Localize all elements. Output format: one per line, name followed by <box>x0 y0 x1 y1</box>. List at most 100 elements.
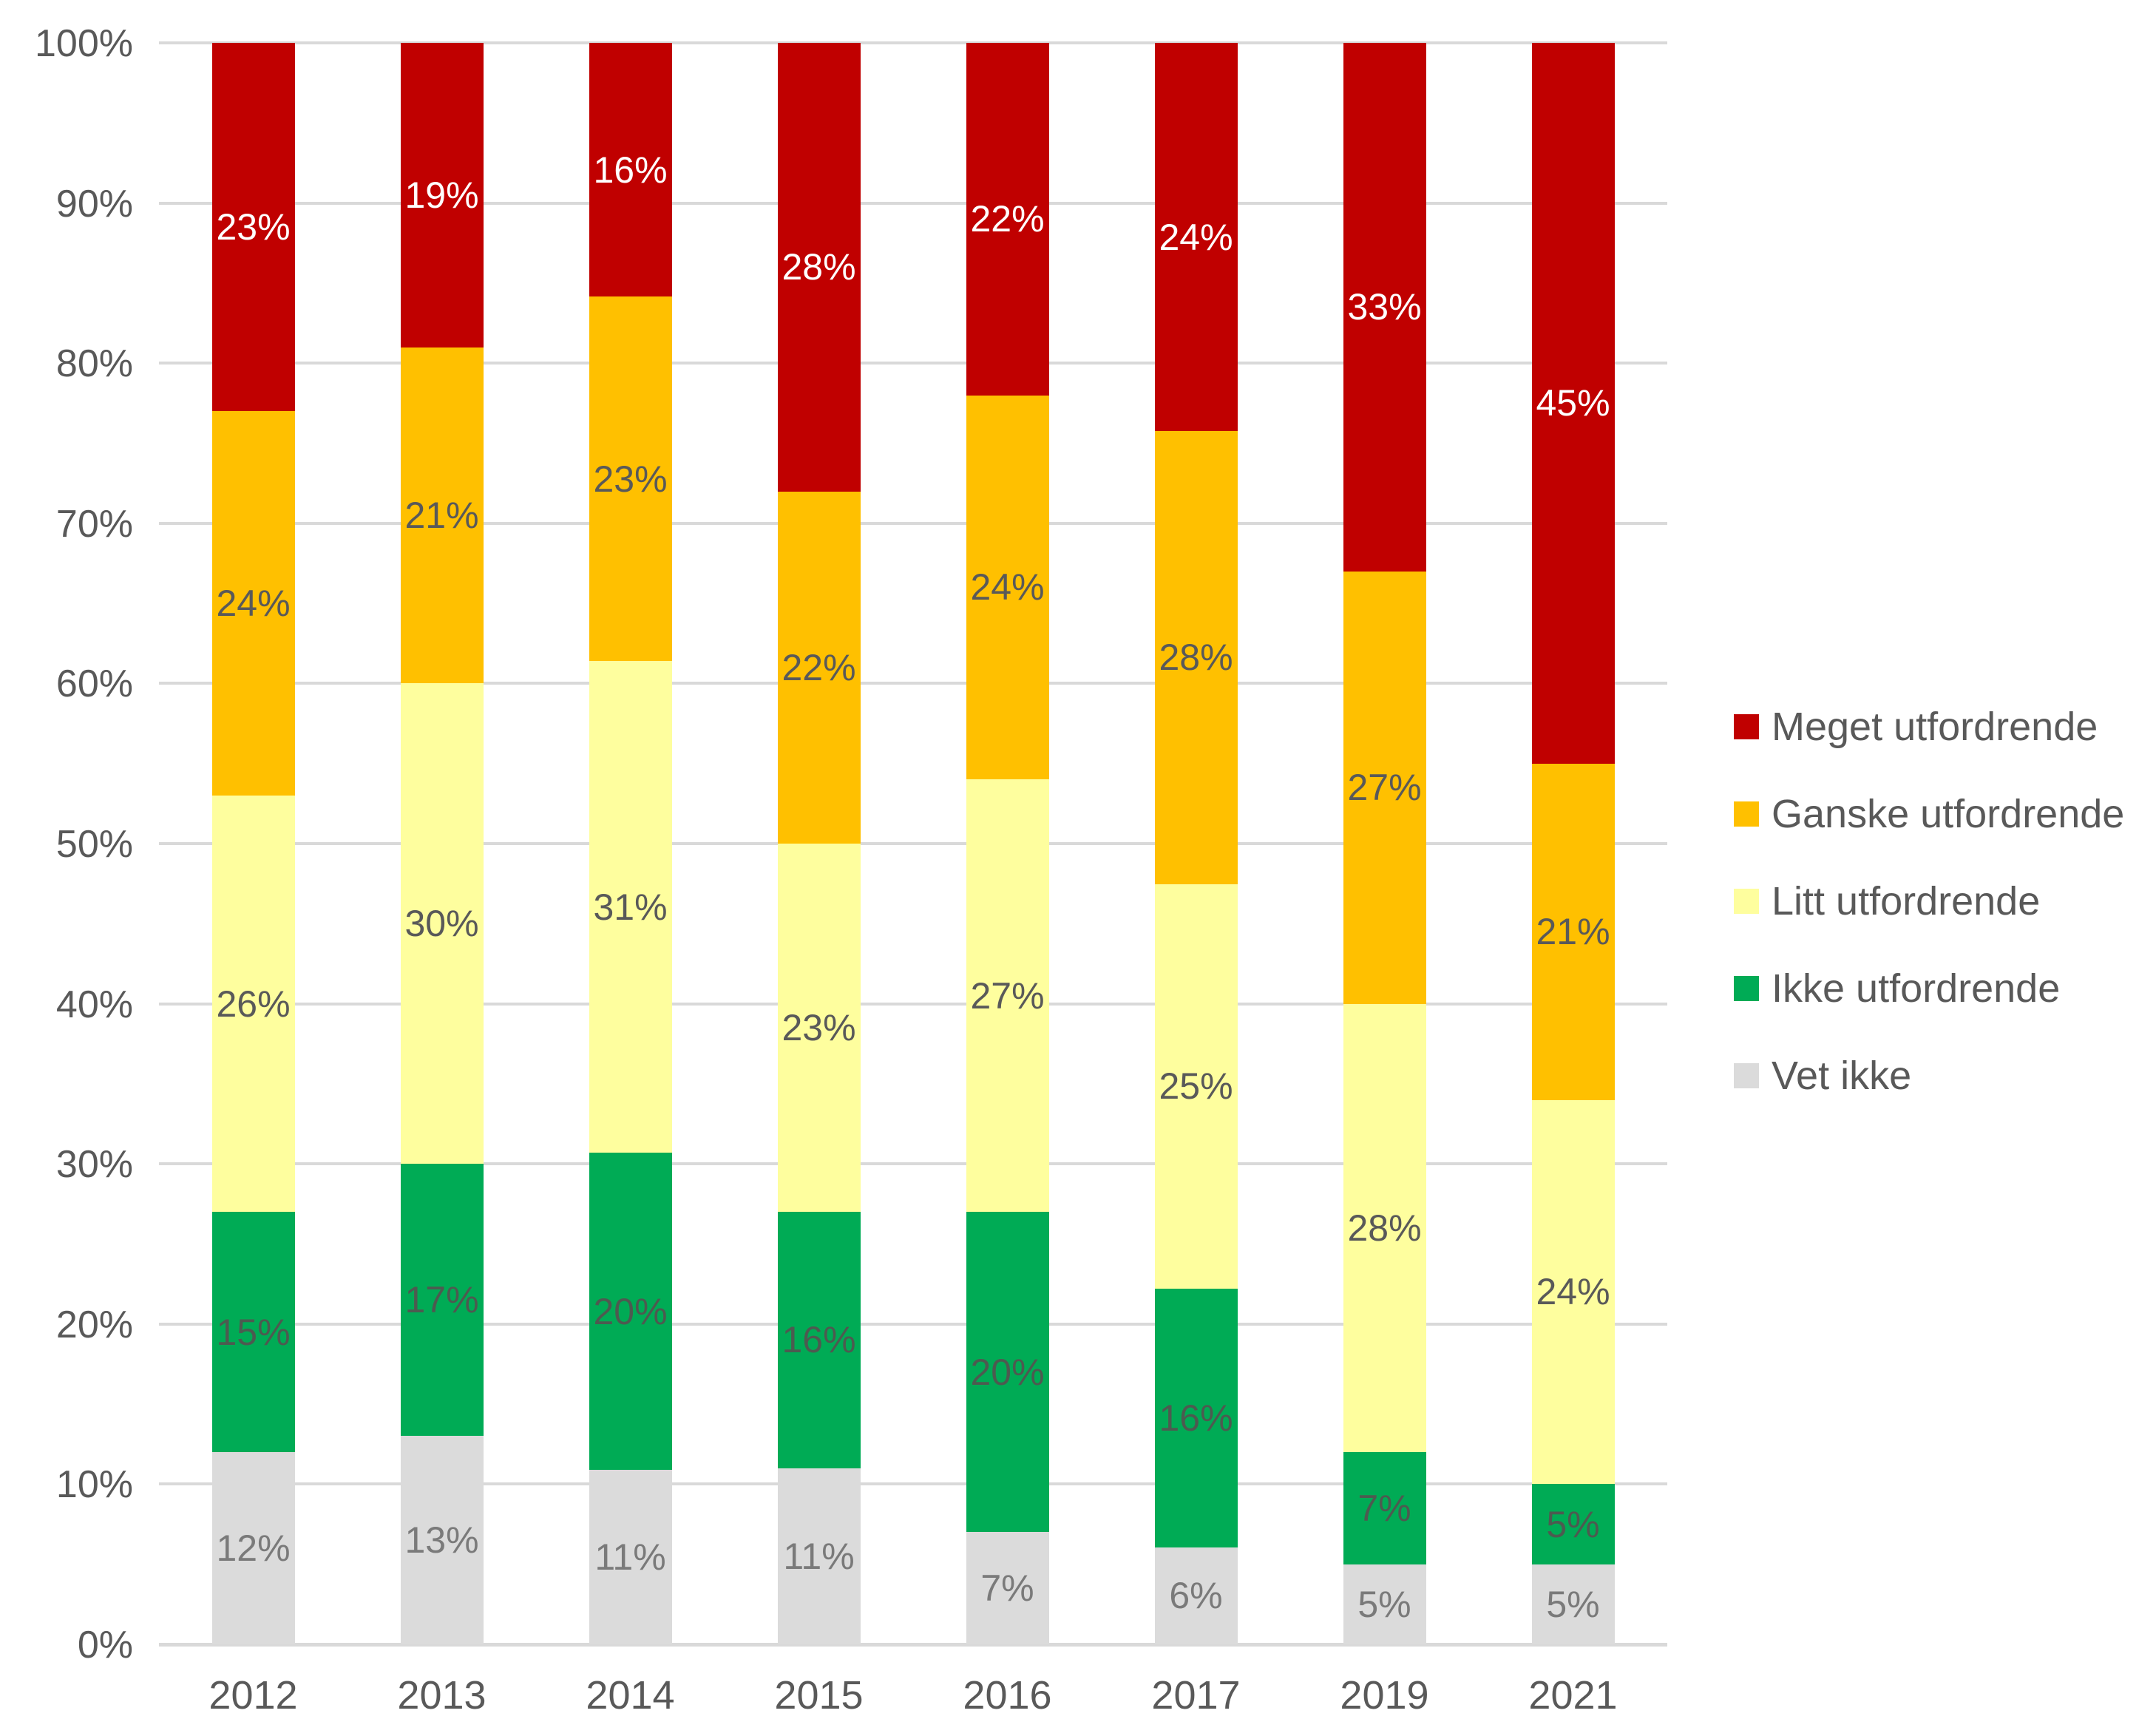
data-label: 23% <box>593 458 668 500</box>
legend-swatch <box>1734 801 1759 827</box>
y-tick-label-10: 10% <box>55 1463 133 1507</box>
legend-swatch <box>1734 889 1759 914</box>
segment-ganske-utfordrende-2013: 21% <box>400 347 484 684</box>
gridline-80 <box>159 362 1667 365</box>
segment-ikke-utfordrende-2019: 7% <box>1343 1452 1426 1564</box>
segment-vet-ikke-2013: 13% <box>400 1436 484 1644</box>
data-label: 26% <box>216 983 291 1025</box>
segment-ikke-utfordrende-2015: 16% <box>777 1212 861 1468</box>
legend-item-ganske-utfordrende: Ganske utfordrende <box>1734 791 2124 837</box>
segment-ganske-utfordrende-2017: 28% <box>1154 431 1238 884</box>
data-label: 28% <box>1159 637 1233 679</box>
gridline-10 <box>159 1482 1667 1486</box>
x-tick-label-2019: 2019 <box>1340 1673 1429 1718</box>
segment-meget-utfordrende-2019: 33% <box>1343 43 1426 572</box>
plot-area: 12% 15% 26% 24% 23% 13% 17% 30% 21% 19% 11% 20% 31% 2… <box>159 41 1667 1647</box>
x-tick-label-2016: 2016 <box>963 1673 1052 1718</box>
data-label: 22% <box>782 646 856 688</box>
y-tick-label-80: 80% <box>55 342 133 386</box>
segment-ganske-utfordrende-2014: 23% <box>589 296 672 662</box>
data-label: 20% <box>593 1290 668 1332</box>
data-label: 16% <box>1159 1397 1233 1439</box>
segment-meget-utfordrende-2015: 28% <box>777 43 861 492</box>
bar-2015: 11% 16% 23% 22% 28% <box>777 43 861 1644</box>
data-label: 21% <box>404 494 479 536</box>
y-tick-label-60: 60% <box>55 662 133 706</box>
segment-vet-ikke-2016: 7% <box>966 1532 1049 1644</box>
data-label: 31% <box>593 886 668 928</box>
x-tick-label-2012: 2012 <box>209 1673 298 1718</box>
segment-litt-utfordrende-2021: 24% <box>1531 1099 1615 1485</box>
segment-meget-utfordrende-2016: 22% <box>966 43 1049 396</box>
data-label: 13% <box>404 1519 479 1562</box>
data-label: 45% <box>1536 382 1610 424</box>
data-label: 6% <box>1169 1575 1223 1617</box>
segment-ikke-utfordrende-2017: 16% <box>1154 1288 1238 1547</box>
data-label: 5% <box>1546 1583 1600 1625</box>
segment-meget-utfordrende-2021: 45% <box>1531 43 1615 764</box>
segment-ikke-utfordrende-2014: 20% <box>589 1153 672 1471</box>
gridline-30 <box>159 1162 1667 1166</box>
bar-2016: 7% 20% 27% 24% 22% <box>966 43 1049 1644</box>
y-tick-label-20: 20% <box>55 1303 133 1346</box>
data-label: 24% <box>970 566 1045 608</box>
segment-ganske-utfordrende-2015: 22% <box>777 491 861 844</box>
gridline-90 <box>159 201 1667 205</box>
y-tick-label-70: 70% <box>55 502 133 546</box>
y-tick-label-50: 50% <box>55 823 133 866</box>
data-label: 7% <box>1357 1487 1411 1529</box>
data-label: 7% <box>980 1567 1034 1610</box>
bar-2019: 5% 7% 28% 27% 33% <box>1343 43 1426 1644</box>
gridline-20 <box>159 1322 1667 1326</box>
data-label: 27% <box>970 974 1045 1017</box>
data-label: 5% <box>1546 1503 1600 1545</box>
data-label: 30% <box>404 903 479 945</box>
data-label: 28% <box>1347 1207 1422 1249</box>
segment-ikke-utfordrende-2012: 15% <box>211 1212 295 1453</box>
segment-meget-utfordrende-2013: 19% <box>400 43 484 347</box>
x-tick-label-2017: 2017 <box>1151 1673 1241 1718</box>
data-label: 11% <box>783 1535 855 1577</box>
data-label: 11% <box>594 1536 666 1579</box>
data-label: 17% <box>404 1279 479 1321</box>
y-tick-label-30: 30% <box>55 1143 133 1187</box>
segment-vet-ikke-2014: 11% <box>589 1470 672 1644</box>
legend-swatch <box>1734 1063 1759 1088</box>
gridline-40 <box>159 1002 1667 1006</box>
bar-2012: 12% 15% 26% 24% 23% <box>211 43 295 1644</box>
segment-vet-ikke-2012: 12% <box>211 1452 295 1644</box>
segment-vet-ikke-2021: 5% <box>1531 1564 1615 1644</box>
segment-meget-utfordrende-2017: 24% <box>1154 43 1238 432</box>
data-label: 16% <box>593 149 668 191</box>
segment-vet-ikke-2017: 6% <box>1154 1547 1238 1644</box>
gridline-70 <box>159 521 1667 525</box>
gridline-50 <box>159 842 1667 845</box>
legend-item-vet-ikke: Vet ikke <box>1734 1053 2124 1099</box>
legend-item-ikke-utfordrende: Ikke utfordrende <box>1734 966 2124 1011</box>
data-label: 25% <box>1159 1065 1233 1108</box>
segment-litt-utfordrende-2014: 31% <box>589 661 672 1153</box>
legend: Meget utfordrende Ganske utfordrende Litt … <box>1734 704 2124 1099</box>
data-label: 24% <box>1536 1271 1610 1313</box>
legend-label: Litt utfordrende <box>1772 879 2041 923</box>
data-label: 16% <box>782 1319 856 1361</box>
segment-litt-utfordrende-2015: 23% <box>777 844 861 1213</box>
data-label: 19% <box>404 174 479 216</box>
legend-item-meget-utfordrende: Meget utfordrende <box>1734 704 2124 750</box>
gridline-60 <box>159 682 1667 685</box>
data-label: 23% <box>782 1007 856 1049</box>
legend-item-litt-utfordrende: Litt utfordrende <box>1734 878 2124 924</box>
segment-litt-utfordrende-2016: 27% <box>966 779 1049 1213</box>
legend-label: Ganske utfordrende <box>1772 792 2125 836</box>
y-tick-label-40: 40% <box>55 983 133 1026</box>
data-label: 5% <box>1357 1583 1411 1625</box>
segment-ganske-utfordrende-2016: 24% <box>966 395 1049 780</box>
x-tick-label-2021: 2021 <box>1528 1673 1618 1718</box>
segment-ikke-utfordrende-2013: 17% <box>400 1164 484 1437</box>
legend-swatch <box>1734 976 1759 1001</box>
data-label: 20% <box>970 1351 1045 1393</box>
segment-ganske-utfordrende-2021: 21% <box>1531 763 1615 1100</box>
data-label: 22% <box>970 198 1045 240</box>
segment-ganske-utfordrende-2019: 27% <box>1343 571 1426 1004</box>
